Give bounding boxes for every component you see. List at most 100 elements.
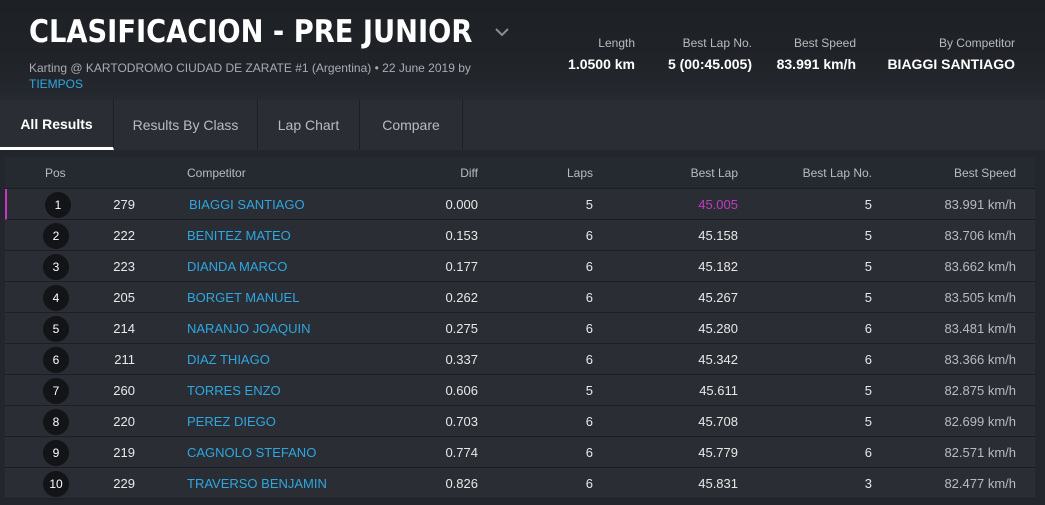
table-row[interactable]: 6 211 DIAZ THIAGO 0.337 6 45.342 6 83.366 km/h [5, 344, 1035, 375]
session-info: Karting @ KARTODROMO CIUDAD DE ZARATE #1… [29, 61, 471, 75]
position-badge: 2 [43, 223, 69, 249]
best-lap-value: 45.182 [698, 259, 738, 274]
position-badge: 5 [43, 316, 69, 342]
kart-number: 222 [113, 228, 135, 243]
laps-value: 6 [585, 321, 593, 336]
kart-number: 260 [113, 383, 135, 398]
position-badge: 10 [43, 471, 69, 497]
diff-value: 0.703 [445, 414, 478, 429]
kart-number: 229 [113, 476, 135, 491]
best-lap-value: 45.708 [698, 414, 738, 429]
best-lap-no-value: 6 [864, 445, 872, 460]
diff-value: 0.177 [445, 259, 478, 274]
title-row: CLASIFICACION - PRE JUNIOR [29, 14, 511, 50]
competitor-name-link[interactable]: TORRES ENZO [187, 383, 281, 398]
tab-all-results[interactable]: All Results [0, 100, 114, 150]
col-best-speed[interactable]: Best Speed [953, 166, 1016, 180]
best-lap-no-value: 5 [864, 383, 872, 398]
best-lap-no-value: 6 [864, 352, 872, 367]
best-speed-value: 83.481 km/h [944, 321, 1016, 336]
tab-results-by-class[interactable]: Results By Class [114, 100, 258, 150]
position-badge: 4 [43, 285, 69, 311]
tab-compare[interactable]: Compare [360, 100, 463, 150]
laps-value: 6 [585, 476, 593, 491]
kart-number: 214 [113, 321, 135, 336]
position-badge: 3 [43, 254, 69, 280]
best-lap-value: 45.005 [698, 197, 738, 212]
kart-number: 219 [113, 445, 135, 460]
best-speed-value: 83.991 km/h [944, 197, 1016, 212]
laps-value: 5 [585, 383, 593, 398]
chevron-down-icon[interactable] [493, 23, 511, 41]
best-lap-value: 45.779 [698, 445, 738, 460]
competitor-name-link[interactable]: NARANJO JOAQUIN [187, 321, 311, 336]
stat-label: Length [598, 36, 635, 50]
col-best-lap-no[interactable]: Best Lap No. [802, 166, 872, 180]
col-laps[interactable]: Laps [566, 166, 593, 180]
session-subtitle: Karting @ KARTODROMO CIUDAD DE ZARATE #1… [29, 60, 509, 92]
laps-value: 5 [585, 197, 593, 212]
col-pos[interactable]: Pos [45, 166, 66, 180]
table-row[interactable]: 5 214 NARANJO JOAQUIN 0.275 6 45.280 6 83.481 k… [5, 313, 1035, 344]
table-row[interactable]: 3 223 DIANDA MARCO 0.177 6 45.182 5 83.662 km/h [5, 251, 1035, 282]
best-lap-value: 45.342 [698, 352, 738, 367]
table-body: 1 279 BIAGGI SANTIAGO 0.000 5 45.005 5 83.991 k… [5, 189, 1035, 499]
best-speed-value: 82.477 km/h [944, 476, 1016, 491]
best-lap-no-value: 5 [864, 259, 872, 274]
stat-best-speed: Best Speed 83.991 km/h [777, 36, 856, 72]
col-competitor[interactable]: Competitor [187, 166, 246, 180]
best-speed-value: 82.875 km/h [944, 383, 1016, 398]
competitor-name-link[interactable]: DIANDA MARCO [187, 259, 288, 274]
table-header: Pos Competitor Diff Laps Best Lap Best L… [5, 157, 1035, 189]
session-header: CLASIFICACION - PRE JUNIOR Karting @ KAR… [0, 0, 1045, 100]
best-speed-value: 82.571 km/h [944, 445, 1016, 460]
competitor-name-link[interactable]: BORGET MANUEL [187, 290, 300, 305]
best-lap-value: 45.831 [698, 476, 738, 491]
laps-value: 6 [585, 259, 593, 274]
table-row[interactable]: 1 279 BIAGGI SANTIAGO 0.000 5 45.005 5 83.991 k… [5, 189, 1035, 220]
stat-best-lap-no: Best Lap No. 5 (00:45.005) [668, 36, 752, 72]
best-lap-no-value: 5 [864, 197, 872, 212]
best-lap-no-value: 3 [864, 476, 872, 491]
results-tabs: All Results Results By Class Lap Chart C… [0, 100, 1045, 150]
competitor-name-link[interactable]: TRAVERSO BENJAMIN [187, 476, 327, 491]
stat-label: By Competitor [938, 36, 1015, 50]
stat-label: Best Speed [793, 36, 856, 50]
kart-number: 279 [113, 197, 135, 212]
competitor-name-link[interactable]: BIAGGI SANTIAGO [189, 197, 305, 212]
competitor-name-link[interactable]: DIAZ THIAGO [187, 352, 270, 367]
table-row[interactable]: 8 220 PEREZ DIEGO 0.703 6 45.708 5 82.699 km/h [5, 406, 1035, 437]
stat-length: Length 1.0500 km [568, 36, 635, 72]
laps-value: 6 [585, 445, 593, 460]
laps-value: 6 [585, 414, 593, 429]
best-lap-no-value: 5 [864, 414, 872, 429]
kart-number: 223 [113, 259, 135, 274]
best-lap-no-value: 5 [864, 228, 872, 243]
results-table: Pos Competitor Diff Laps Best Lap Best L… [5, 157, 1035, 499]
table-row[interactable]: 4 205 BORGET MANUEL 0.262 6 45.267 5 83.505 km/… [5, 282, 1035, 313]
best-lap-value: 45.158 [698, 228, 738, 243]
best-lap-value: 45.267 [698, 290, 738, 305]
diff-value: 0.262 [445, 290, 478, 305]
stat-label: Best Lap No. [682, 36, 752, 50]
stat-value: 1.0500 km [568, 56, 635, 72]
kart-number: 211 [114, 352, 135, 367]
table-row[interactable]: 9 219 CAGNOLO STEFANO 0.774 6 45.779 6 82.571 k… [5, 437, 1035, 468]
position-badge: 7 [43, 378, 69, 404]
page-title: CLASIFICACION - PRE JUNIOR [29, 14, 473, 50]
table-row[interactable]: 10 229 TRAVERSO BENJAMIN 0.826 6 45.831 3 82.47… [5, 468, 1035, 499]
stat-value: 83.991 km/h [776, 56, 856, 72]
tab-lap-chart[interactable]: Lap Chart [258, 100, 360, 150]
col-best-lap[interactable]: Best Lap [690, 166, 738, 180]
table-row[interactable]: 7 260 TORRES ENZO 0.606 5 45.611 5 82.875 km/h [5, 375, 1035, 406]
stat-value: BIAGGI SANTIAGO [887, 56, 1015, 72]
competitor-name-link[interactable]: PEREZ DIEGO [187, 414, 276, 429]
position-badge: 9 [43, 440, 69, 466]
organizer-link[interactable]: TIEMPOS [29, 77, 84, 91]
col-diff[interactable]: Diff [460, 166, 478, 180]
diff-value: 0.000 [445, 197, 478, 212]
competitor-name-link[interactable]: CAGNOLO STEFANO [187, 445, 317, 460]
diff-value: 0.826 [445, 476, 478, 491]
table-row[interactable]: 2 222 BENITEZ MATEO 0.153 6 45.158 5 83.706 km/… [5, 220, 1035, 251]
competitor-name-link[interactable]: BENITEZ MATEO [187, 228, 291, 243]
